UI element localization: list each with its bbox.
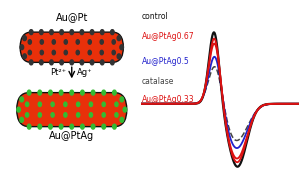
Circle shape	[38, 124, 42, 129]
Circle shape	[100, 30, 104, 35]
Circle shape	[38, 90, 42, 95]
Circle shape	[90, 60, 94, 65]
Circle shape	[20, 45, 24, 50]
Text: Au@Pt: Au@Pt	[56, 12, 88, 22]
Circle shape	[120, 117, 123, 122]
Circle shape	[64, 113, 67, 117]
Text: Ag⁺: Ag⁺	[77, 68, 93, 77]
Circle shape	[113, 90, 116, 95]
Circle shape	[17, 107, 20, 112]
Circle shape	[76, 40, 79, 44]
Circle shape	[88, 50, 91, 55]
Circle shape	[102, 124, 106, 129]
Circle shape	[70, 30, 74, 35]
Circle shape	[117, 54, 121, 59]
Circle shape	[25, 102, 29, 107]
Text: Au@PtAg: Au@PtAg	[49, 131, 94, 141]
Circle shape	[27, 124, 31, 129]
Circle shape	[88, 40, 91, 44]
Circle shape	[77, 102, 80, 107]
Circle shape	[49, 90, 52, 95]
Circle shape	[40, 40, 43, 44]
Circle shape	[23, 54, 26, 59]
Circle shape	[60, 60, 63, 65]
Circle shape	[100, 50, 103, 55]
Circle shape	[70, 124, 74, 129]
Circle shape	[77, 113, 80, 117]
Circle shape	[123, 107, 127, 112]
Circle shape	[91, 124, 95, 129]
Circle shape	[23, 36, 26, 41]
Circle shape	[90, 30, 94, 35]
Circle shape	[100, 40, 103, 44]
FancyBboxPatch shape	[20, 32, 123, 62]
Circle shape	[64, 40, 67, 44]
Circle shape	[39, 60, 43, 65]
Circle shape	[117, 36, 121, 41]
Circle shape	[52, 50, 55, 55]
Circle shape	[100, 60, 104, 65]
Circle shape	[102, 113, 105, 117]
Circle shape	[49, 124, 52, 129]
Circle shape	[64, 102, 67, 107]
Circle shape	[28, 40, 31, 44]
Circle shape	[112, 50, 115, 55]
Circle shape	[29, 30, 33, 35]
Circle shape	[113, 124, 116, 129]
Circle shape	[115, 102, 118, 107]
Circle shape	[120, 97, 123, 102]
Circle shape	[28, 50, 31, 55]
Text: catalase: catalase	[142, 77, 175, 86]
Circle shape	[29, 60, 33, 65]
Circle shape	[89, 102, 92, 107]
Circle shape	[52, 40, 55, 44]
Circle shape	[112, 40, 115, 44]
Text: Au@PtAg0.67: Au@PtAg0.67	[142, 32, 195, 41]
Circle shape	[59, 124, 63, 129]
Circle shape	[89, 113, 92, 117]
Circle shape	[50, 30, 53, 35]
Circle shape	[60, 30, 63, 35]
Circle shape	[39, 30, 43, 35]
Circle shape	[102, 102, 105, 107]
Circle shape	[50, 60, 53, 65]
Circle shape	[120, 45, 123, 50]
Circle shape	[70, 90, 74, 95]
Circle shape	[51, 102, 54, 107]
Text: Pt²⁺: Pt²⁺	[50, 68, 66, 77]
Circle shape	[111, 60, 114, 65]
Circle shape	[102, 90, 106, 95]
Text: Au@PtAg0.5: Au@PtAg0.5	[142, 57, 190, 66]
Circle shape	[38, 102, 42, 107]
Text: Au@PtAg0.33: Au@PtAg0.33	[142, 95, 195, 105]
Circle shape	[80, 30, 84, 35]
Text: control: control	[142, 12, 169, 21]
Circle shape	[115, 113, 118, 117]
Circle shape	[111, 30, 114, 35]
Circle shape	[25, 113, 29, 117]
Circle shape	[38, 113, 42, 117]
Circle shape	[81, 90, 84, 95]
Circle shape	[59, 90, 63, 95]
Circle shape	[20, 97, 23, 102]
Circle shape	[40, 50, 43, 55]
Circle shape	[91, 90, 95, 95]
Circle shape	[27, 90, 31, 95]
Circle shape	[81, 124, 84, 129]
Circle shape	[20, 117, 23, 122]
Circle shape	[64, 50, 67, 55]
Circle shape	[76, 50, 79, 55]
Circle shape	[51, 113, 54, 117]
Circle shape	[80, 60, 84, 65]
Circle shape	[70, 60, 74, 65]
FancyBboxPatch shape	[17, 93, 127, 127]
